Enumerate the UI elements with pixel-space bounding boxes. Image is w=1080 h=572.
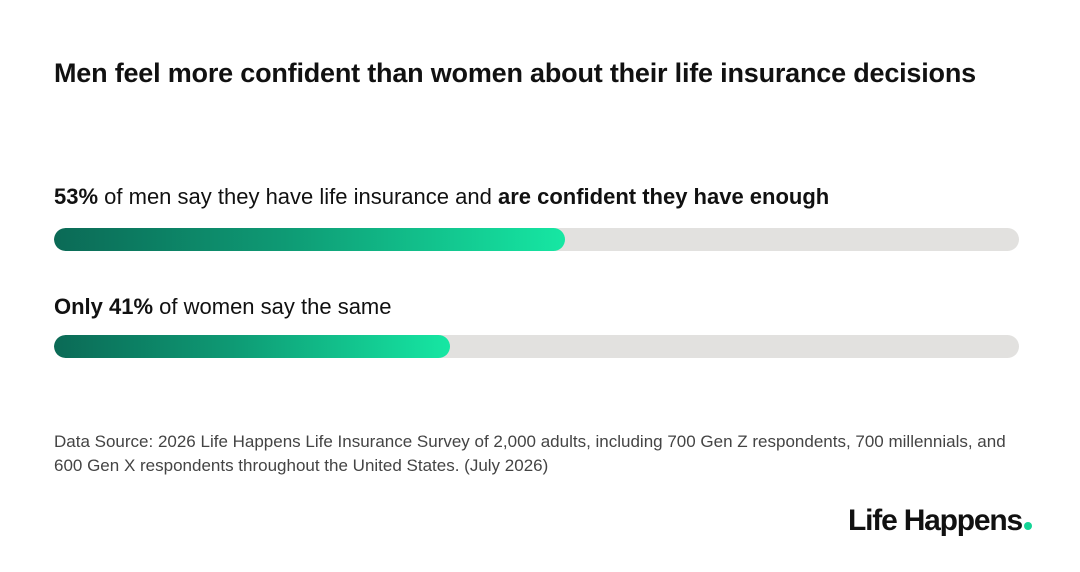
men-stat-text: of men say they have life insurance and [98, 184, 498, 209]
women-stat-lead: Only 41% [54, 294, 154, 319]
women-stat-label: Only 41% of women say the same [54, 293, 1034, 321]
men-stat-lead: 53% [54, 184, 99, 209]
women-bar-track [54, 335, 1019, 358]
logo-wordmark: Life Happens [848, 504, 1023, 537]
women-stat-text: of women say the same [153, 294, 392, 319]
men-stat-emphasis: are confident they have enough [497, 184, 830, 209]
men-bar-fill [54, 228, 566, 251]
men-bar-track [54, 228, 1019, 251]
men-stat-label: 53% of men say they have life insurance … [54, 183, 1034, 211]
logo-dot-icon [1024, 522, 1032, 530]
women-bar-fill [54, 335, 450, 358]
life-happens-logo: Life Happens [848, 504, 1032, 538]
data-source-note: Data Source: 2026 Life Happens Life Insu… [54, 432, 1006, 475]
chart-title: Men feel more confident than women about… [54, 58, 976, 88]
